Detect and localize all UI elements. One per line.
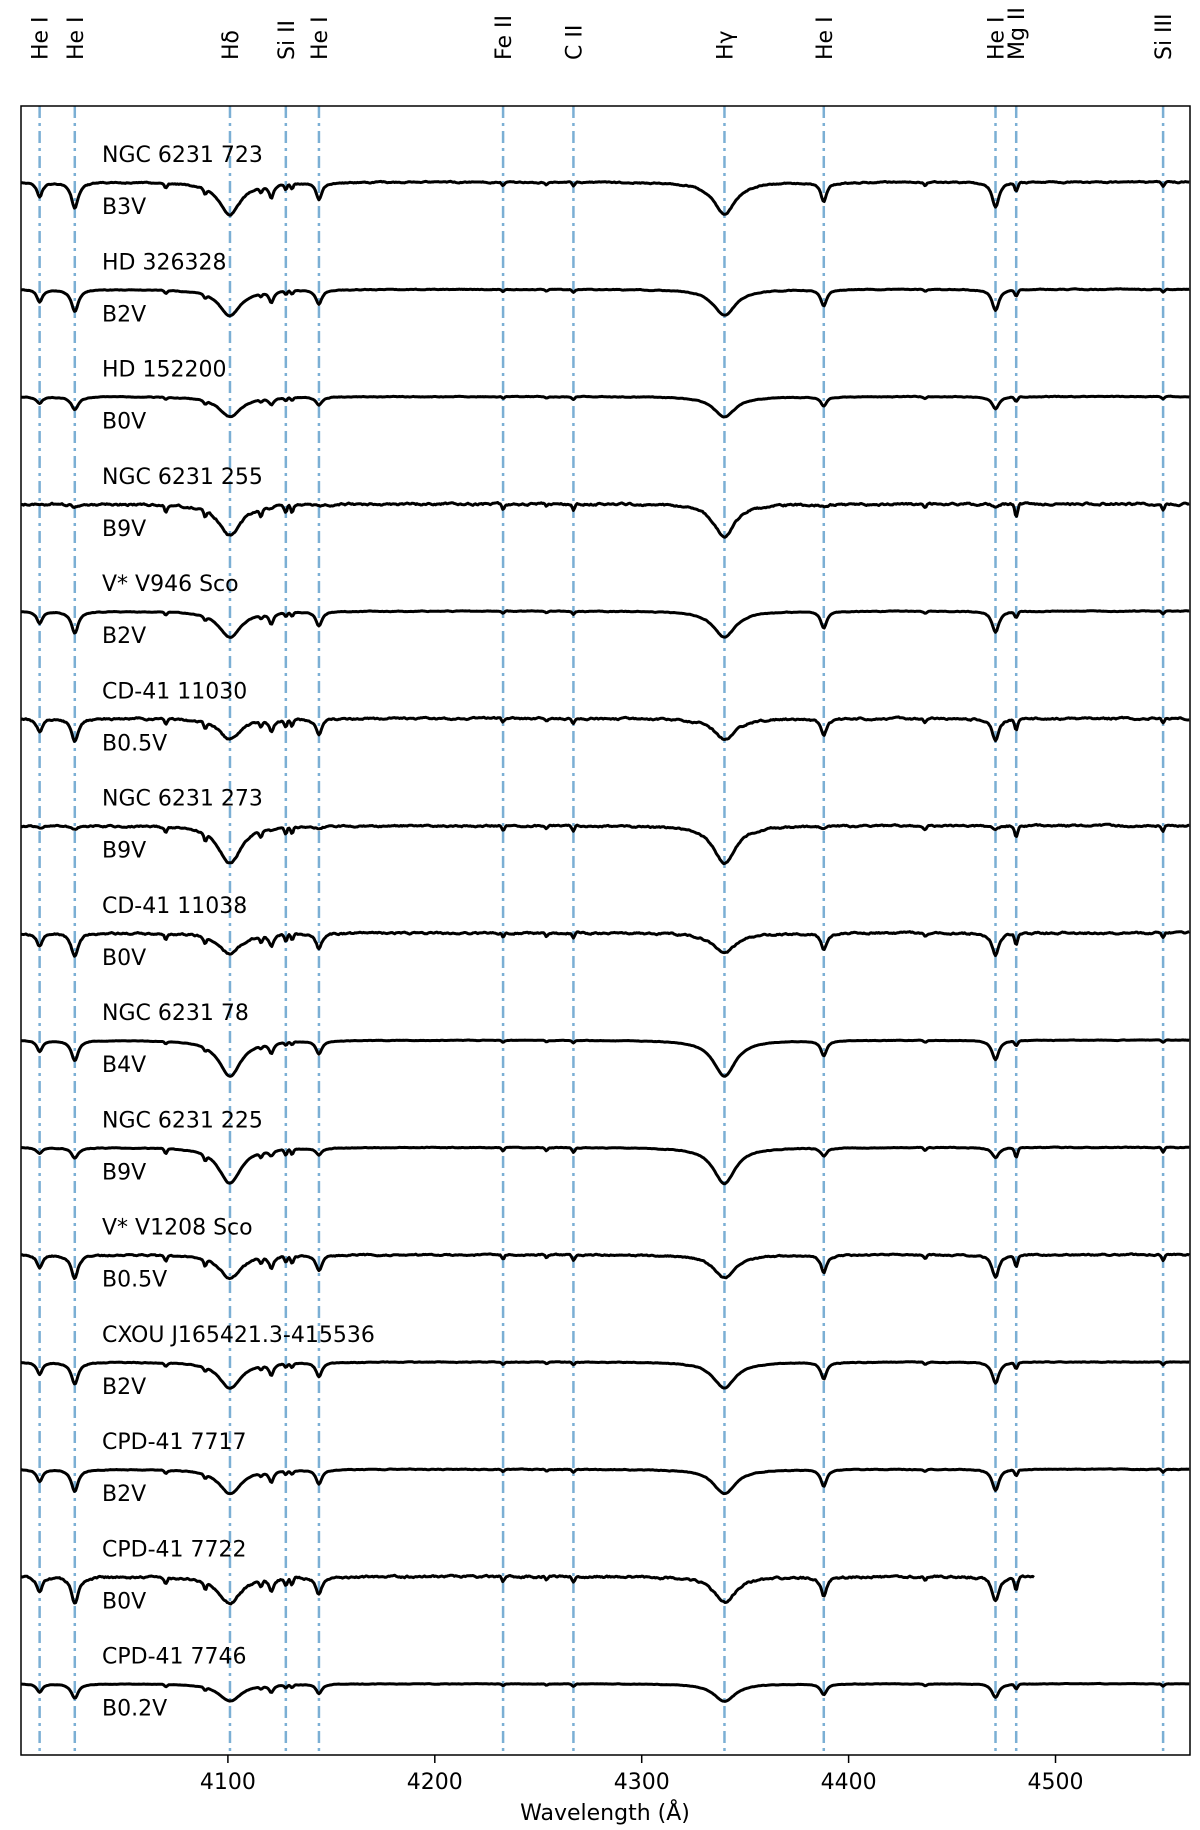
reference-line-label: Fe II	[492, 15, 517, 60]
spectrum-line	[20, 1360, 1190, 1390]
star-name-label: V* V1208 Sco	[102, 1216, 253, 1241]
spectral-type-label: B2V	[102, 624, 146, 649]
reference-lines-layer	[38, 106, 1165, 1755]
spectrum-line	[20, 715, 1190, 743]
reference-line-label: Mg II	[1005, 7, 1030, 60]
star-name-label: HD 152200	[102, 358, 226, 383]
spectral-type-label: B3V	[102, 195, 146, 220]
spectral-type-label: B0.2V	[102, 1697, 167, 1722]
x-tick-label: 4100	[200, 1770, 256, 1795]
spectrum-line	[20, 501, 1190, 539]
spectrum-line	[20, 287, 1190, 318]
reference-line-label: C II	[562, 25, 587, 60]
reference-line-label: He I	[29, 16, 54, 60]
x-tick-label: 4200	[407, 1770, 463, 1795]
spectrum-line	[20, 822, 1190, 866]
reference-line-label: He I	[64, 16, 89, 60]
reference-line-labels: He I He I Hδ Si II He I Fe II C II Hγ He I He IMg…	[29, 7, 1177, 60]
reference-line-label: Hγ	[713, 30, 738, 60]
reference-line-label: Hδ	[219, 30, 244, 60]
spectral-type-label: B2V	[102, 1482, 146, 1507]
star-name-label: CXOU J165421.3-415536	[102, 1323, 375, 1348]
spectrum-line	[20, 1573, 1035, 1606]
star-name-label: CD-41 11038	[102, 894, 247, 919]
star-name-label: NGC 6231 78	[102, 1001, 249, 1026]
star-name-label: NGC 6231 273	[102, 787, 263, 812]
spectrum-line	[20, 1038, 1190, 1078]
spectrum-line	[20, 1467, 1190, 1496]
spectral-type-label: B0.5V	[102, 1268, 167, 1293]
spectral-type-label: B9V	[102, 1160, 146, 1185]
star-name-label: CPD-41 7717	[102, 1430, 246, 1455]
reference-line-label: He I	[813, 16, 838, 60]
star-name-label: CPD-41 7746	[102, 1645, 246, 1670]
spectrum-line	[20, 394, 1190, 419]
spectrum-line	[20, 1681, 1190, 1703]
x-tick-label: 4300	[614, 1770, 670, 1795]
spectral-type-label: B9V	[102, 517, 146, 542]
spectral-type-label: B4V	[102, 1053, 146, 1078]
star-name-label: V* V946 Sco	[102, 572, 239, 597]
spectrum-line	[20, 1145, 1190, 1186]
spectral-type-label: B0V	[102, 1589, 146, 1614]
reference-line-label: He I	[308, 16, 333, 60]
spectral-type-label: B2V	[102, 302, 146, 327]
reference-line-label: Si II	[275, 20, 300, 60]
star-name-label: HD 326328	[102, 250, 226, 275]
star-name-label: NGC 6231 723	[102, 143, 263, 168]
spectrum-line	[20, 1252, 1190, 1281]
spectral-type-label: B0V	[102, 410, 146, 435]
spectrum-line	[20, 609, 1190, 639]
star-name-label: NGC 6231 255	[102, 465, 263, 490]
star-name-label: CPD-41 7722	[102, 1537, 246, 1562]
star-name-label: NGC 6231 225	[102, 1108, 263, 1133]
x-axis-title: Wavelength (Å)	[520, 1799, 690, 1826]
spectral-type-label: B9V	[102, 839, 146, 864]
star-name-label: CD-41 11030	[102, 679, 247, 704]
spectrum-line	[20, 930, 1190, 958]
x-tick-label: 4500	[1028, 1770, 1084, 1795]
reference-line-label: Si III	[1152, 13, 1177, 60]
spectrum-line	[20, 179, 1190, 217]
spectral-type-label: B2V	[102, 1375, 146, 1400]
reference-line-label: He I	[985, 16, 1010, 60]
spectral-type-label: B0V	[102, 946, 146, 971]
x-axis-ticks: 4100 4200 4300 4400 4500	[200, 1755, 1084, 1795]
star-labels-layer: NGC 6231 723 B3V HD 326328 B2V HD 152200 B0V N…	[102, 143, 375, 1722]
spectral-type-label: B0.5V	[102, 731, 167, 756]
plot-frame	[20, 105, 1191, 1756]
x-tick-label: 4400	[821, 1770, 877, 1795]
spectra-layer	[20, 179, 1190, 1703]
